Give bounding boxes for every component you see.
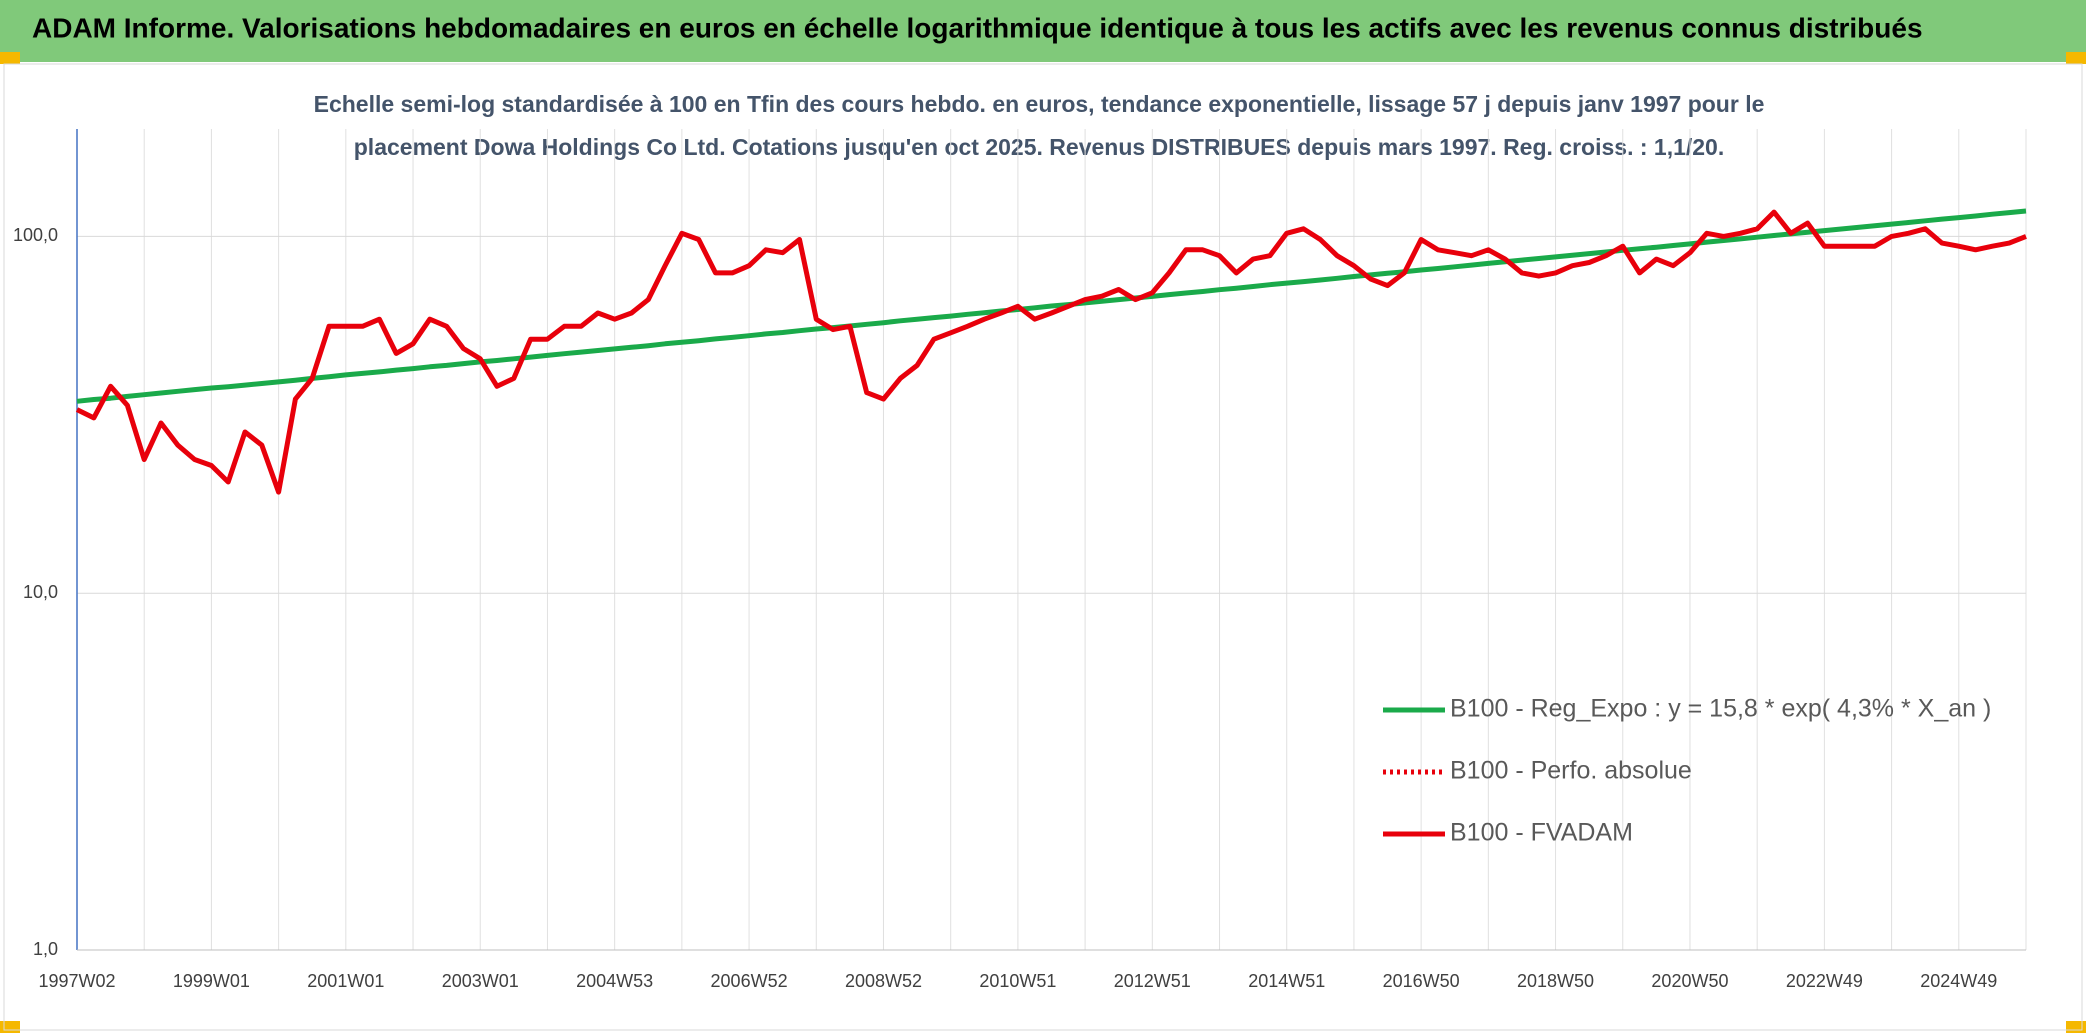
x-tick-label: 2014W51 <box>1248 971 1325 991</box>
subtitle: placement Dowa Holdings Co Ltd. Cotation… <box>354 134 1725 160</box>
x-tick-label: 1997W02 <box>38 971 115 991</box>
x-tick-label: 2006W52 <box>711 971 788 991</box>
x-tick-label: 2012W51 <box>1114 971 1191 991</box>
x-tick-label: 2024W49 <box>1920 971 1997 991</box>
series-line <box>76 208 2027 404</box>
header-bar <box>0 0 2086 62</box>
corner <box>2066 52 2086 64</box>
corner <box>2066 1021 2086 1033</box>
x-tick-label: 2008W52 <box>845 971 922 991</box>
legend-label: B100 - FVADAM <box>1450 819 1633 847</box>
x-tick-label: 2022W49 <box>1786 971 1863 991</box>
x-tick-label: 2020W50 <box>1651 971 1728 991</box>
y-tick-label: 1,0 <box>33 939 58 959</box>
corner <box>0 1021 20 1033</box>
y-tick-label: 10,0 <box>23 582 58 602</box>
x-tick-label: 2018W50 <box>1517 971 1594 991</box>
legend-label: B100 - Reg_Expo : y = 15,8 * exp( 4,3% *… <box>1450 695 1991 723</box>
x-tick-label: 1999W01 <box>173 971 250 991</box>
subtitle: Echelle semi-log standardisée à 100 en T… <box>314 91 1765 117</box>
chart-title: ADAM Informe. Valorisations hebdomadaire… <box>32 12 1923 43</box>
x-tick-label: 2016W50 <box>1383 971 1460 991</box>
corner <box>0 52 20 64</box>
legend-label: B100 - Perfo. absolue <box>1450 757 1692 785</box>
x-tick-label: 2003W01 <box>442 971 519 991</box>
x-tick-label: 2010W51 <box>979 971 1056 991</box>
series-line <box>75 209 2027 495</box>
x-tick-label: 2004W53 <box>576 971 653 991</box>
y-tick-label: 100,0 <box>13 225 58 245</box>
x-tick-label: 2001W01 <box>307 971 384 991</box>
frame <box>3 63 2083 1031</box>
